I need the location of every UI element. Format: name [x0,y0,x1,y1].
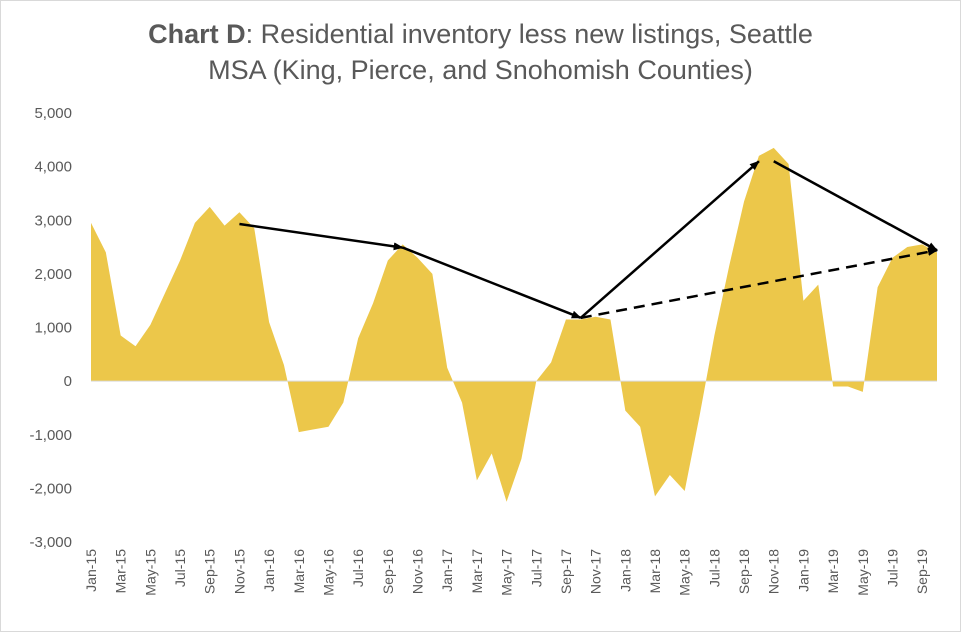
x-tick-label: Mar-18 [647,549,663,594]
x-tick-label: May-17 [499,549,515,596]
x-tick-label: Nov-18 [766,549,782,594]
y-tick-label: -3,000 [29,534,72,551]
trend-arrow [239,222,404,251]
x-tick-label: Sep-17 [558,549,574,594]
y-tick-label: 2,000 [34,266,72,283]
x-tick-label: Nov-17 [588,549,604,594]
x-tick-label: Sep-18 [736,549,752,594]
x-tick-label: Jul-15 [172,549,188,587]
trend-arrow-dashed [580,248,938,320]
trend-arrow [402,246,582,320]
y-tick-label: -1,000 [29,427,72,444]
y-tick-label: 0 [64,373,72,390]
x-tick-label: Sep-15 [202,549,218,594]
x-tick-label: Jan-15 [83,549,99,592]
area-layer [91,147,937,502]
chart-title: Chart D: Residential inventory less new … [0,16,961,88]
trend-arrow [579,160,760,319]
y-tick-label: 5,000 [34,105,72,122]
x-tick-label: May-15 [142,549,158,596]
chart-title-lead: Chart D [148,19,246,49]
x-tick-label: May-18 [677,549,693,596]
chart-title-line-2: MSA (King, Pierce, and Snohomish Countie… [208,55,753,85]
y-tick-label: 1,000 [34,320,72,337]
x-tick-label: Sep-16 [380,549,396,594]
x-tick-label: Jul-16 [350,549,366,587]
x-tick-label: Mar-17 [469,549,485,594]
chart-title-line-1: Chart D: Residential inventory less new … [0,16,961,52]
x-tick-label: May-19 [855,549,871,596]
x-tick-label: Jul-18 [706,549,722,587]
y-axis: 5,000 4,000 3,000 2,000 1,000 0 -1,000 -2,000 -3… [29,105,72,551]
y-tick-label: 4,000 [34,159,72,176]
y-tick-label: -2,000 [29,480,72,497]
x-tick-label: Jan-17 [439,549,455,592]
x-tick-label: Mar-15 [113,549,129,594]
x-tick-label: Jan-18 [617,549,633,592]
x-tick-label: Nov-16 [410,549,426,594]
chart-title-rest: : Residential inventory less new listing… [245,19,813,49]
arrow-layer [239,160,938,320]
x-tick-label: Jan-19 [795,549,811,592]
x-tick-label: Nov-15 [231,549,247,594]
x-tick-label: Mar-16 [291,549,307,594]
x-axis: Jan-15 Mar-15 May-15 Jul-15 Sep-15 Nov-15 Jan-… [83,549,930,596]
area-series [91,147,937,502]
x-tick-label: Jul-17 [528,549,544,587]
x-tick-label: Jan-16 [261,549,277,592]
x-tick-label: Sep-19 [914,549,930,594]
x-tick-label: May-16 [320,549,336,596]
trend-arrow [773,160,938,252]
x-tick-label: Mar-19 [825,549,841,594]
y-tick-label: 3,000 [34,212,72,229]
x-tick-label: Jul-19 [884,549,900,587]
